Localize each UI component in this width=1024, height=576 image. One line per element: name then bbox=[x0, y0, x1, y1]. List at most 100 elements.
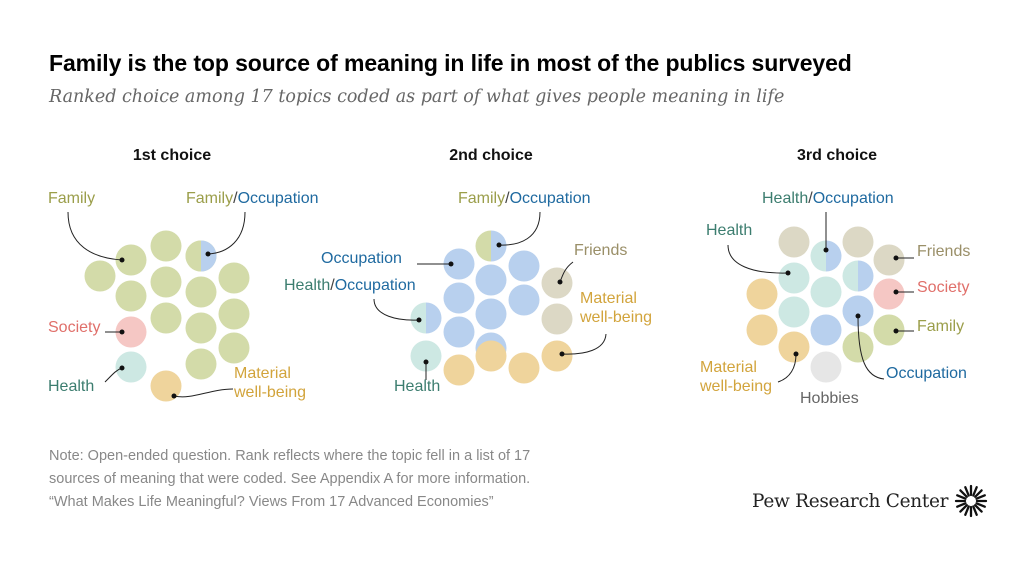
dot-material-well-being bbox=[746, 278, 778, 310]
label-health-occupation: Health/Occupation bbox=[762, 190, 894, 207]
dot-material-well-being bbox=[746, 314, 778, 346]
label-material-well-being: Material well-being bbox=[699, 359, 772, 395]
dot-family-occupation bbox=[185, 240, 217, 272]
leader-dot bbox=[823, 247, 829, 253]
dot-material-well-being bbox=[443, 354, 475, 386]
dot-material-well-being bbox=[508, 352, 540, 384]
dot-occupation bbox=[443, 316, 475, 348]
leader-line bbox=[173, 388, 234, 398]
note-line-1: Note: Open-ended question. Rank reflects… bbox=[49, 448, 531, 464]
leader-dot bbox=[893, 255, 899, 261]
dot-family bbox=[115, 280, 147, 312]
dot-occupation bbox=[443, 248, 475, 280]
dot-society bbox=[115, 316, 147, 348]
leader-dot bbox=[171, 393, 177, 399]
panel-title: 2nd choice bbox=[449, 147, 533, 164]
dot-material-well-being bbox=[541, 340, 573, 372]
leader-dot bbox=[557, 279, 563, 285]
dot-occupation bbox=[810, 314, 842, 346]
dot-family bbox=[150, 230, 182, 262]
dot-health bbox=[410, 340, 442, 372]
leader-line bbox=[67, 211, 123, 261]
leader-dot bbox=[119, 329, 125, 335]
dot-health bbox=[778, 296, 810, 328]
chart-subtitle: Ranked choice among 17 topics coded as p… bbox=[49, 87, 785, 107]
dot-family bbox=[84, 260, 116, 292]
dot-friends bbox=[873, 244, 905, 276]
dot-occupation bbox=[508, 284, 540, 316]
leader-line bbox=[857, 315, 885, 380]
dot-friends bbox=[541, 267, 573, 299]
leader-dot bbox=[119, 257, 125, 263]
dot-family bbox=[842, 331, 874, 363]
dot-family bbox=[185, 312, 217, 344]
leader-dot bbox=[423, 359, 429, 365]
label-occupation: Occupation bbox=[886, 365, 967, 382]
dot-material-well-being bbox=[475, 340, 507, 372]
dot-family bbox=[185, 276, 217, 308]
leader-dot bbox=[205, 251, 211, 257]
leader-line bbox=[373, 298, 420, 321]
dot-family-occupation bbox=[475, 230, 507, 262]
leader-line bbox=[727, 244, 789, 274]
leader-dot bbox=[448, 261, 454, 267]
dot-family bbox=[873, 314, 905, 346]
label-health: Health bbox=[706, 222, 752, 239]
dot-family bbox=[218, 298, 250, 330]
leader-line bbox=[777, 353, 797, 383]
source-line: “What Makes Life Meaningful? Views From … bbox=[49, 494, 494, 510]
footnote: Note: Open-ended question. Rank reflects… bbox=[49, 445, 530, 514]
label-friends: Friends bbox=[917, 243, 970, 260]
dot-matrix-chart: 1st choice Family Family/Occupation Society… bbox=[48, 147, 970, 407]
dot-health-occupation bbox=[410, 302, 442, 334]
label-hobbies: Hobbies bbox=[800, 390, 859, 407]
dot-material-well-being bbox=[778, 331, 810, 363]
label-society: Society bbox=[917, 279, 969, 296]
chart-2nd-choice: 2nd choice Family/Occupation Occupation Fri… bbox=[284, 147, 652, 395]
label-friends: Friends bbox=[574, 242, 627, 259]
label-society: Society bbox=[48, 319, 100, 336]
dot-occupation bbox=[475, 264, 507, 296]
leader-dot bbox=[119, 365, 125, 371]
dot-family bbox=[150, 302, 182, 334]
label-health-occupation: Health/Occupation bbox=[284, 277, 416, 294]
note-line-2: sources of meaning that were coded. See … bbox=[49, 471, 531, 487]
leader-dot bbox=[416, 317, 422, 323]
label-family: Family bbox=[917, 318, 964, 335]
dot-family bbox=[218, 262, 250, 294]
dot-family bbox=[218, 332, 250, 364]
dot-health-occupation bbox=[842, 260, 874, 292]
label-occupation: Occupation bbox=[321, 250, 402, 267]
dot-family bbox=[185, 348, 217, 380]
label-material-well-being: Material well-being bbox=[579, 290, 652, 326]
dot-society bbox=[873, 278, 905, 310]
dot-occupation bbox=[508, 250, 540, 282]
dot-health bbox=[115, 351, 147, 383]
dot-family bbox=[150, 266, 182, 298]
leader-dot bbox=[496, 242, 502, 248]
dot-health bbox=[778, 262, 810, 294]
dot-friends bbox=[842, 226, 874, 258]
leader-dot bbox=[855, 313, 861, 319]
dot-friends bbox=[541, 303, 573, 335]
label-family-occupation: Family/Occupation bbox=[186, 190, 319, 207]
label-health: Health bbox=[48, 378, 94, 395]
dot-occupation bbox=[443, 282, 475, 314]
dot-friends bbox=[778, 226, 810, 258]
dot-health-occupation bbox=[810, 240, 842, 272]
dot-health bbox=[810, 276, 842, 308]
leader-dot bbox=[893, 289, 899, 295]
leader-line bbox=[561, 333, 607, 355]
leader-line bbox=[498, 211, 541, 246]
pew-sunburst-icon bbox=[955, 484, 988, 518]
leader-dot bbox=[893, 328, 899, 334]
brand-logo: Pew Research Center bbox=[752, 484, 988, 518]
chart-1st-choice: 1st choice Family Family/Occupation Society… bbox=[48, 147, 319, 402]
label-family: Family bbox=[48, 190, 95, 207]
label-health: Health bbox=[394, 378, 440, 395]
leader-line bbox=[207, 211, 246, 255]
brand-name: Pew Research Center bbox=[752, 490, 949, 512]
label-material-well-being: Material well-being bbox=[233, 365, 306, 401]
leader-dot bbox=[785, 270, 791, 276]
leader-dot bbox=[559, 351, 565, 357]
